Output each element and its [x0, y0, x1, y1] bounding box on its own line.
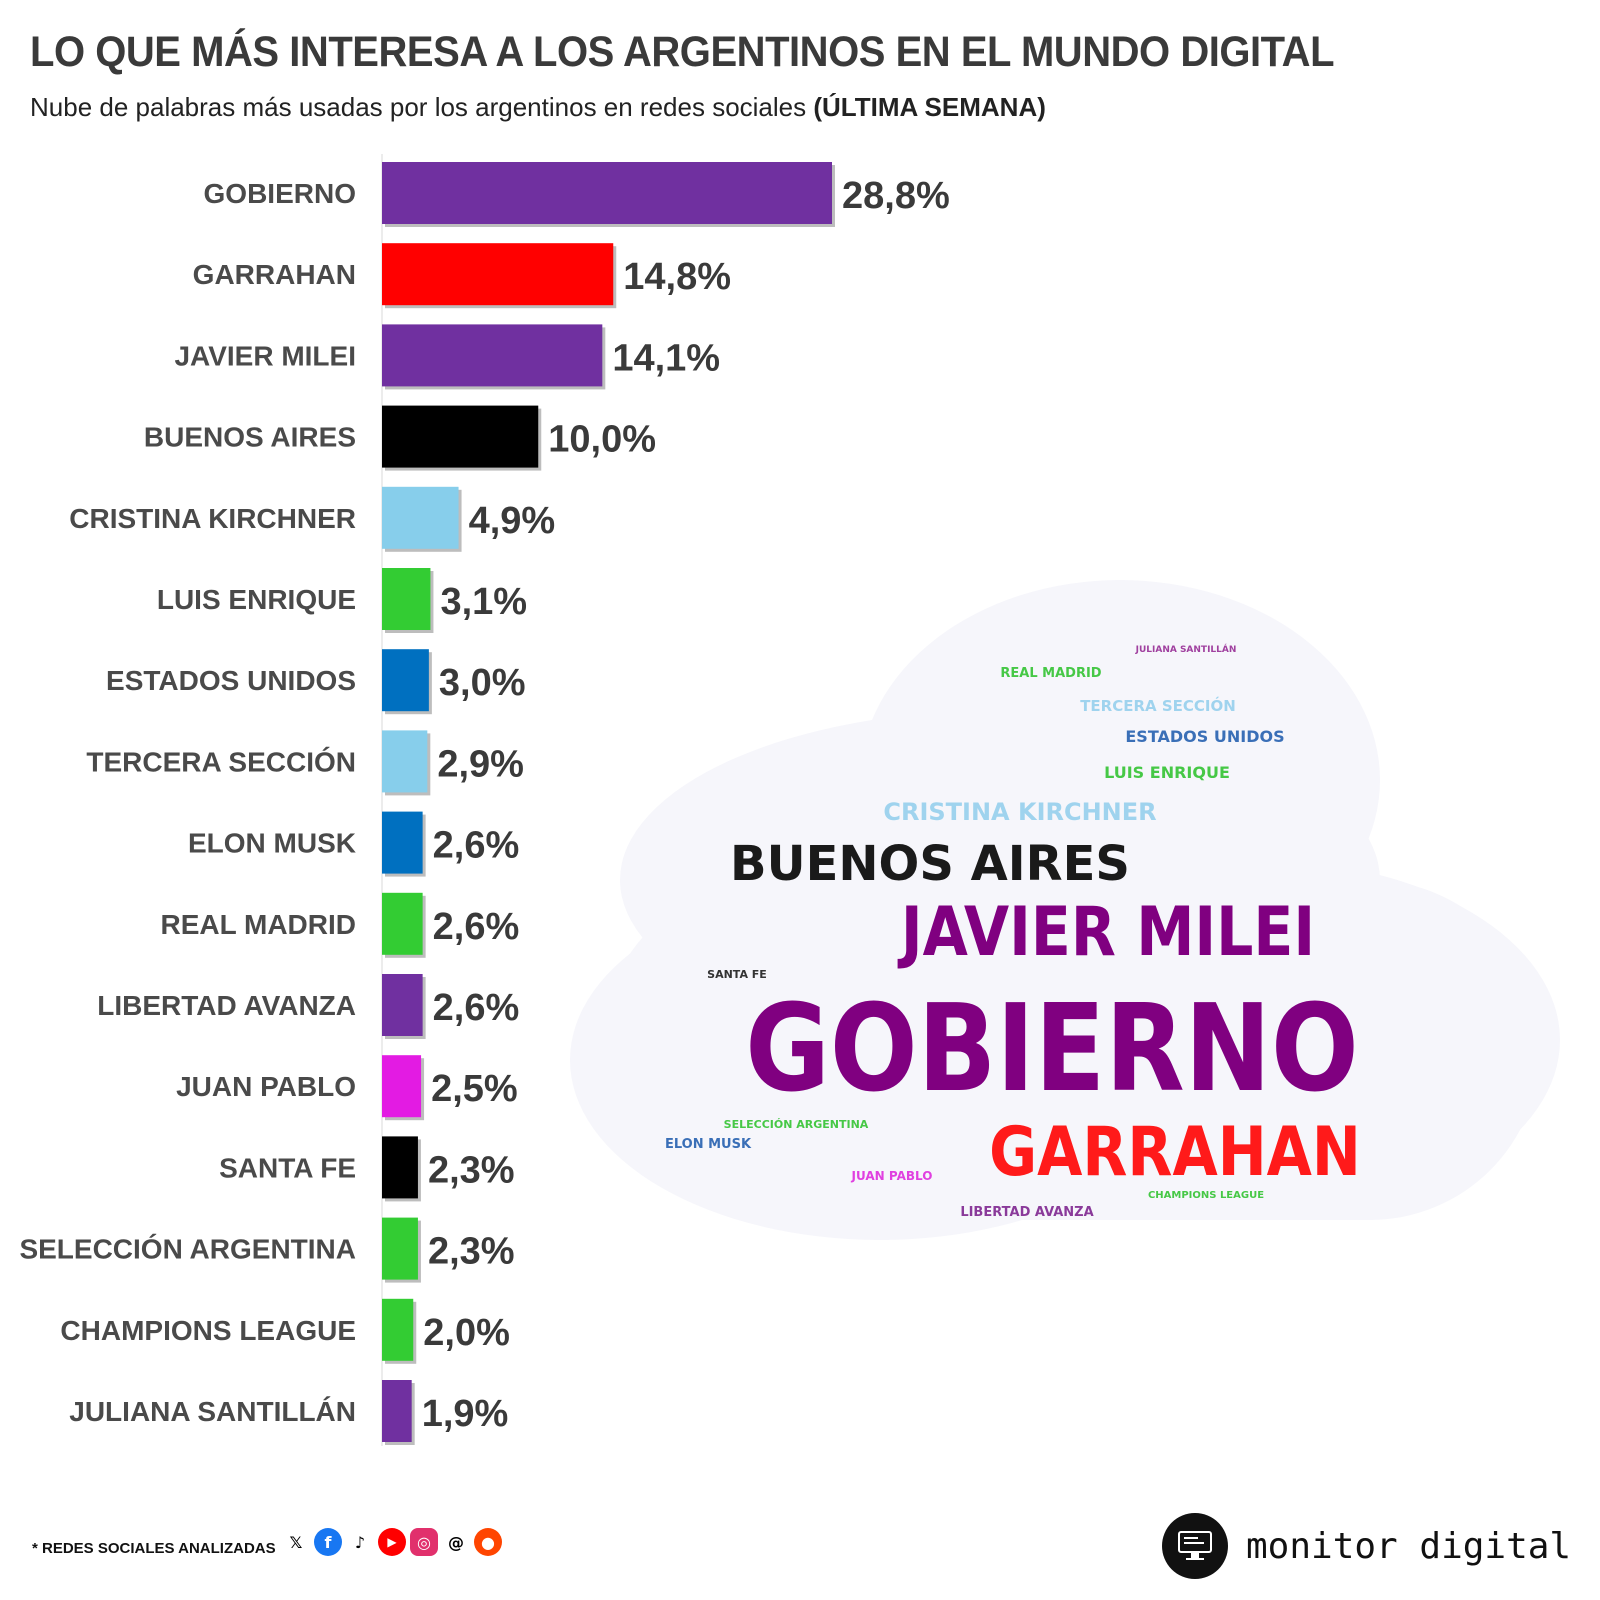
cloud-word: CRISTINA KIRCHNER — [883, 798, 1156, 826]
category-label: CRISTINA KIRCHNER — [69, 503, 356, 534]
cloud-word: REAL MADRID — [1000, 666, 1101, 681]
bar — [382, 649, 429, 712]
value-label: 3,0% — [439, 662, 526, 704]
bar-chart: GOBIERNO 28,8% GARRAHAN 14,8% JAVIER MILEI 14… — [19, 154, 950, 1446]
brand-name: monitor digital — [1246, 1525, 1572, 1567]
bar — [382, 568, 431, 630]
category-label: JAVIER MILEI — [174, 340, 356, 371]
cloud-word: LIBERTAD AVANZA — [960, 1205, 1093, 1220]
cloud-word: JUAN PABLO — [851, 1169, 933, 1183]
bar — [382, 892, 423, 955]
cloud-word: JULIANA SANTILLÁN — [1135, 643, 1237, 655]
category-label: ELON MUSK — [188, 828, 356, 859]
category-label: ESTADOS UNIDOS — [106, 665, 356, 696]
monitor-icon — [1162, 1513, 1228, 1579]
cloud-word: CHAMPIONS LEAGUE — [1148, 1190, 1264, 1201]
cloud-word: ELON MUSK — [665, 1137, 752, 1152]
brand: monitor digital — [1162, 1513, 1571, 1579]
cloud-word: SELECCIÓN ARGENTINA — [724, 1118, 869, 1131]
cloud-word: GOBIERNO — [745, 980, 1359, 1119]
value-label: 2,0% — [423, 1312, 510, 1354]
cloud-word: TERCERA SECCIÓN — [1080, 696, 1236, 715]
value-label: 2,5% — [431, 1068, 518, 1110]
value-label: 14,1% — [612, 337, 720, 379]
value-label: 14,8% — [623, 256, 731, 298]
instagram-icon: ◎ — [410, 1528, 438, 1556]
value-label: 2,6% — [433, 906, 520, 948]
x-icon: 𝕏 — [282, 1528, 310, 1556]
value-label: 3,1% — [440, 581, 527, 623]
category-label: REAL MADRID — [161, 909, 356, 940]
threads-icon: @ — [442, 1528, 470, 1556]
cloud-word: GARRAHAN — [989, 1112, 1361, 1191]
value-label: 4,9% — [469, 500, 556, 542]
youtube-icon: ▶ — [378, 1528, 406, 1556]
cloud-word: JAVIER MILEI — [897, 892, 1315, 971]
category-label: LIBERTAD AVANZA — [97, 990, 356, 1021]
value-label: 2,3% — [428, 1231, 515, 1273]
category-label: JUAN PABLO — [176, 1071, 356, 1102]
page-title: LO QUE MÁS INTERESA A LOS ARGENTINOS EN … — [30, 28, 1335, 76]
value-label: 2,3% — [428, 1149, 515, 1191]
value-label: 2,6% — [433, 825, 520, 867]
subtitle-period: (ÚLTIMA SEMANA) — [813, 92, 1046, 122]
cloud-word: ESTADOS UNIDOS — [1125, 727, 1284, 746]
social-icons: 𝕏 f ♪ ▶ ◎ @ ● — [282, 1528, 502, 1556]
value-label: 2,9% — [437, 743, 524, 785]
subtitle-text: Nube de palabras más usadas por los arge… — [30, 92, 814, 122]
category-label: GOBIERNO — [204, 178, 356, 209]
bar — [382, 1136, 418, 1199]
category-label: BUENOS AIRES — [144, 422, 356, 453]
category-label: SELECCIÓN ARGENTINA — [19, 1234, 356, 1265]
bar — [382, 486, 459, 549]
bar — [382, 730, 428, 793]
reddit-icon: ● — [474, 1528, 502, 1556]
bar — [382, 324, 603, 387]
category-label: TERCERA SECCIÓN — [86, 746, 356, 777]
page-subtitle: Nube de palabras más usadas por los arge… — [30, 92, 1046, 123]
bar — [382, 811, 423, 874]
value-label: 1,9% — [422, 1393, 509, 1435]
cloud-word: BUENOS AIRES — [730, 836, 1130, 892]
value-label: 2,6% — [433, 987, 520, 1029]
category-label: GARRAHAN — [193, 259, 356, 290]
cloud-word: SANTA FE — [707, 968, 767, 981]
bar — [382, 243, 614, 306]
bar — [382, 1055, 422, 1118]
bar — [382, 162, 832, 224]
footer-note: * REDES SOCIALES ANALIZADAS — [32, 1540, 276, 1557]
category-label: LUIS ENRIQUE — [157, 584, 356, 615]
bar — [382, 1380, 412, 1442]
category-label: JULIANA SANTILLÁN — [69, 1396, 356, 1427]
category-label: CHAMPIONS LEAGUE — [60, 1315, 356, 1346]
bar — [382, 974, 423, 1036]
value-label: 10,0% — [548, 419, 656, 461]
value-label: 28,8% — [842, 175, 950, 217]
category-label: SANTA FE — [219, 1152, 356, 1183]
facebook-icon: f — [314, 1528, 342, 1556]
bar — [382, 405, 539, 468]
tiktok-icon: ♪ — [346, 1528, 374, 1556]
bar — [382, 1217, 418, 1280]
bar — [382, 1298, 414, 1361]
cloud-word: LUIS ENRIQUE — [1104, 763, 1230, 782]
